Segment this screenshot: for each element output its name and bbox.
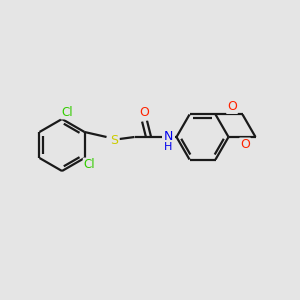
Text: N: N: [164, 130, 173, 143]
Text: O: O: [140, 106, 149, 119]
Text: O: O: [227, 100, 237, 113]
Text: H: H: [164, 142, 173, 152]
Text: Cl: Cl: [61, 106, 73, 118]
Text: S: S: [110, 134, 118, 146]
Text: Cl: Cl: [84, 158, 95, 172]
Text: O: O: [240, 139, 250, 152]
